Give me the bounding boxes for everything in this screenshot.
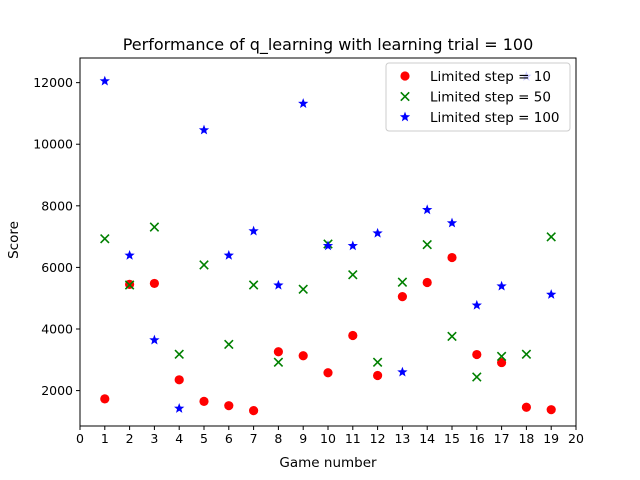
data-point [323,368,333,378]
data-point [273,357,284,368]
data-point [422,239,432,250]
data-markers [99,71,557,416]
x-tick-label: 16 [469,431,485,446]
data-point [149,334,160,345]
data-point [446,217,458,228]
y-tick-label: 4000 [41,321,73,336]
x-tick-label: 0 [76,431,84,446]
data-point [149,222,160,232]
x-tick-label: 17 [494,431,510,446]
series-3 [99,71,557,413]
data-point [224,339,234,350]
data-point [248,225,259,236]
data-point [223,250,234,260]
data-point [447,252,457,263]
x-tick-label: 13 [394,431,410,446]
x-tick-label: 7 [250,431,258,446]
x-tick-label: 3 [150,431,158,446]
y-tick-label: 2000 [41,383,73,398]
data-point [496,280,507,291]
data-point [124,280,135,290]
data-point [397,277,408,287]
x-tick-label: 11 [345,431,361,446]
data-point [224,401,234,411]
legend-label: Limited step = 10 [430,69,551,85]
data-point [174,349,184,360]
data-point [372,357,383,368]
legend-marker [400,91,410,102]
data-point [99,75,110,86]
data-point [273,347,283,357]
legend-marker [399,111,411,122]
data-point [174,375,184,385]
data-point [546,405,556,415]
data-point [298,351,308,361]
data-point [471,299,482,310]
data-point [124,250,135,260]
data-point [199,396,209,406]
data-point [422,277,432,288]
legend: Limited step = 10 Limited step = 50 Limite… [385,62,571,132]
x-tick-label: 9 [299,431,307,446]
y-tick-label: 12000 [33,75,73,90]
legend-label: Limited step = 50 [430,90,551,106]
x-tick-label: 2 [126,431,134,446]
legend-label: Limited step = 100 [430,110,560,126]
x-tick-label: 5 [200,431,208,446]
y-axis: 2000 4000 6000 8000 10000 12000 [33,75,80,398]
series-2 [100,222,556,382]
chart-title: Performance of q_learning with learning … [123,35,534,55]
x-tick-label: 12 [370,431,386,446]
data-point [273,279,284,290]
x-tick-label: 8 [274,431,282,446]
data-point [322,240,334,251]
data-point [298,98,309,108]
data-point [472,349,482,360]
data-point [397,366,408,377]
data-point [472,372,482,382]
data-point [298,284,308,295]
x-tick-label: 1 [101,431,109,446]
x-tick-label: 10 [320,431,336,446]
y-tick-label: 8000 [41,198,73,213]
x-axis-label: Game number [279,455,377,471]
legend-marker [400,71,410,81]
data-point [347,240,358,251]
data-point [521,349,532,360]
data-point [149,278,159,289]
data-point [521,402,532,412]
legend-box [385,62,571,132]
data-point [199,260,209,270]
x-tick-label: 14 [419,431,435,446]
y-tick-label: 10000 [33,137,73,152]
x-tick-label: 4 [175,431,183,446]
x-tick-label: 20 [568,431,584,446]
data-point [496,351,507,362]
x-tick-label: 15 [444,431,460,446]
data-point [174,403,185,413]
x-tick-label: 18 [518,431,534,446]
data-point [248,280,259,290]
data-point [546,289,557,299]
data-point [100,234,110,244]
data-point [397,292,407,302]
x-axis: 0 1 2 3 4 5 6 7 8 9 10 11 12 13 14 15 16 17 18 19 20 [76,426,584,446]
data-point [497,357,507,368]
x-tick-label: 6 [225,431,233,446]
data-point [447,331,457,342]
data-point [372,227,383,238]
x-tick-label: 19 [543,431,559,446]
data-point [546,232,556,242]
y-axis-label: Score [6,221,22,259]
data-point [100,394,110,404]
data-point [198,124,210,135]
data-point [348,270,358,280]
data-point [373,370,383,381]
y-tick-label: 6000 [41,260,73,275]
data-point [249,406,259,416]
data-point [422,204,433,215]
data-point [348,330,358,341]
